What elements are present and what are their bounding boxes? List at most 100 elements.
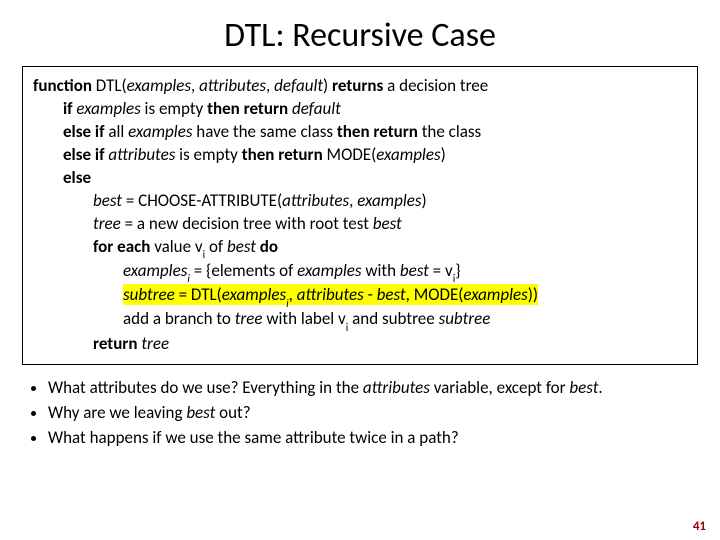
param-examples: examples [127,75,191,96]
param-default: default [274,75,323,96]
kw-else: else [63,167,91,188]
kw-elseif: else if [63,144,108,165]
text: )) [528,284,538,305]
algo-line-3: else if all examples have the same class… [63,121,687,144]
algo-line-1: function DTL(examples, attributes, defau… [33,75,687,98]
text: is empty [175,144,241,165]
text: , [191,75,199,96]
text: MODE( [327,144,377,165]
text: DTL( [92,75,127,96]
text: - [364,284,377,305]
kw-foreach: for each [93,236,154,257]
text: ) [323,75,332,96]
var-examples: examples [376,144,440,165]
text: Why are we leaving [48,402,186,423]
highlight-span: subtree = DTL(examplesi, attributes - be… [123,284,538,305]
var-examples: examples [222,284,286,305]
text: out? [215,402,250,423]
var-examples: examples [76,98,140,119]
algo-line-5: else [63,167,687,190]
var-best: best [93,190,122,211]
algo-line-6: best = CHOOSE-ATTRIBUTE(attributes, exam… [93,190,687,213]
var-attributes: attributes [282,190,349,211]
var-attributes: attributes [108,144,175,165]
kw-function: function [33,75,92,96]
text: add a branch to [123,308,235,329]
text: , [349,190,357,211]
text: of [205,236,227,257]
bullet-1: What attributes do we use? Everything in… [48,377,700,400]
bullet-3: What happens if we use the same attribut… [48,427,700,450]
var-best: best [186,402,215,423]
kw-then-return: then return [242,144,327,165]
text: is empty [141,98,207,119]
subscript: i [203,247,206,261]
algo-line-8: for each value vi of best do [93,236,687,260]
var-tree: tree [141,333,169,354]
var-tree: tree [93,213,121,234]
text: . [598,377,602,398]
text: What attributes do we use? Everything in… [48,377,363,398]
var-attributes: attributes [297,284,364,305]
algo-line-4: else if attributes is empty then return … [63,144,687,167]
kw-do: do [256,236,278,257]
var-examples: examples [357,190,421,211]
var-examples: examples [123,260,187,281]
text: = CHOOSE-ATTRIBUTE( [122,190,282,211]
algo-line-7: tree = a new decision tree with root tes… [93,213,687,236]
bullet-2: Why are we leaving best out? [48,402,700,425]
algo-line-11: add a branch to tree with label vi and s… [123,308,687,332]
var-default: default [292,98,341,119]
text: = DTL( [175,284,222,305]
var-best: best [377,284,406,305]
text: = a new decision tree with root test [121,213,373,234]
kw-then-return: then return [207,98,292,119]
text: the class [422,121,481,142]
var-subtree: subtree [439,308,491,329]
text: a decision tree [383,75,488,96]
text: with [361,260,399,281]
var-subtree: subtree [123,284,175,305]
var-tree: tree [235,308,263,329]
var-examples: examples [463,284,527,305]
page-number: 41 [693,519,706,534]
text: = v [429,260,453,281]
subscript: i [286,296,289,310]
var-best: best [373,213,402,234]
text: ) [441,144,446,165]
kw-return: return [93,333,141,354]
var-examples: examples [297,260,361,281]
text: , [289,284,297,305]
text: have the same class [192,121,336,142]
subscript: i [187,271,190,285]
subscript: i [346,320,349,334]
var-best: best [400,260,429,281]
text: , [266,75,274,96]
text: variable, except for [430,377,570,398]
text: , MODE( [406,284,464,305]
var-best: best [227,236,256,257]
text: with label v [263,308,346,329]
slide: DTL: Recursive Case function DTL(example… [0,0,720,540]
subscript: i [453,271,456,285]
algorithm-box: function DTL(examples, attributes, defau… [22,66,698,365]
text: and subtree [348,308,438,329]
algo-line-9: examplesi = {elements of examples with b… [123,260,687,284]
algo-line-10-highlighted: subtree = DTL(examplesi, attributes - be… [123,284,687,308]
bullet-list: What attributes do we use? Everything in… [20,377,700,450]
text: } [455,260,460,281]
slide-title: DTL: Recursive Case [20,15,700,56]
kw-if: if [63,98,76,119]
text: all [108,121,128,142]
param-attributes: attributes [199,75,266,96]
text: = {elements of [190,260,297,281]
var-attributes: attributes [363,377,430,398]
algo-line-12: return tree [93,333,687,356]
text: value v [154,236,202,257]
kw-elseif: else if [63,121,108,142]
text: ) [422,190,427,211]
kw-then-return: then return [337,121,422,142]
var-best: best [569,377,598,398]
var-examples: examples [128,121,192,142]
algo-line-2: if examples is empty then return default [63,98,687,121]
